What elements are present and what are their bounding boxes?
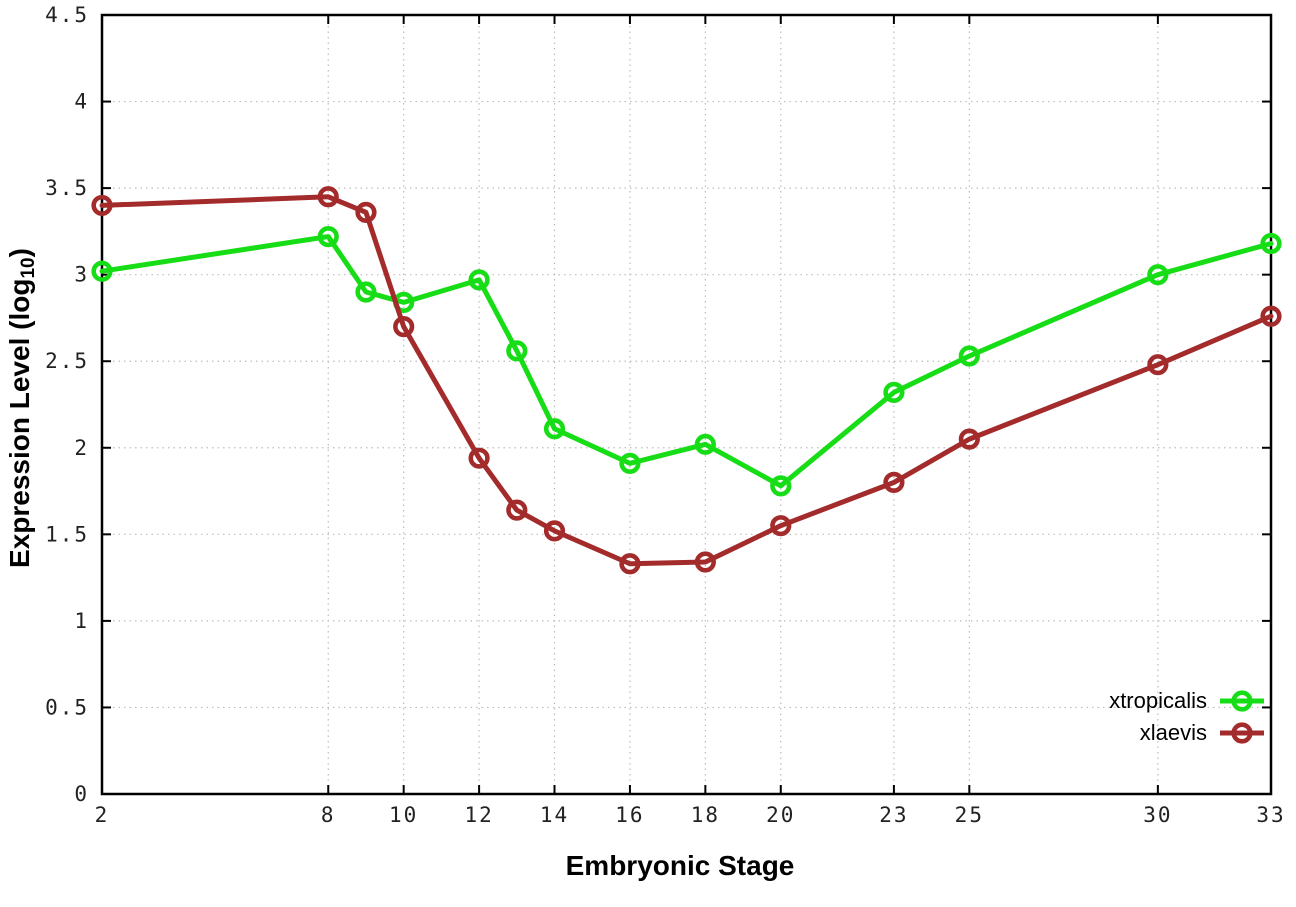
data-point-xlaevis (91, 194, 113, 217)
data-point-xlaevis (1147, 354, 1169, 376)
legend-entry-xtropicalis: xtropicalis (1109, 685, 1266, 717)
y-tick-label: 3 (74, 263, 89, 287)
data-point-xtropicalis (506, 340, 528, 362)
y-tick-label: 1 (74, 609, 89, 633)
data-point-xtropicalis (1147, 264, 1169, 286)
data-point-xlaevis (958, 428, 980, 450)
x-tick-label: 23 (879, 803, 908, 827)
y-axis-title-close: ) (4, 248, 35, 258)
legend-label: xlaevis (1139, 720, 1207, 745)
y-tick-label: 1.5 (45, 522, 89, 546)
x-tick-label: 33 (1256, 803, 1285, 827)
data-point-xlaevis (770, 515, 792, 537)
data-point-xlaevis (694, 551, 716, 573)
x-tick-label: 16 (615, 803, 644, 827)
data-point-xlaevis (543, 520, 566, 542)
data-point-xlaevis (317, 186, 339, 208)
x-tick-label: 25 (955, 803, 984, 827)
x-tick-label: 18 (691, 803, 720, 827)
x-tick-label: 8 (321, 803, 336, 827)
data-point-xtropicalis (355, 281, 377, 303)
x-tick-label: 30 (1143, 803, 1172, 827)
x-tick-label: 12 (464, 803, 493, 827)
legend-marker-icon (1220, 690, 1264, 712)
y-axis-title: Expression Level (log10) (4, 158, 40, 658)
data-point-xtropicalis (317, 225, 339, 248)
data-point-xtropicalis (543, 418, 566, 440)
x-tick-label: 14 (540, 803, 569, 827)
data-point-xlaevis (506, 499, 528, 521)
legend-marker-icon (1220, 722, 1264, 744)
y-axis-title-subscript: 10 (17, 257, 39, 279)
legend-label: xtropicalis (1109, 688, 1207, 713)
y-tick-label: 0 (74, 782, 89, 806)
data-point-xtropicalis (694, 433, 716, 455)
y-tick-label: 4 (74, 90, 89, 114)
data-point-xlaevis (619, 553, 641, 575)
data-point-xlaevis (393, 316, 415, 338)
x-tick-label: 10 (389, 803, 418, 827)
data-point-xlaevis (1260, 305, 1282, 327)
data-point-xlaevis (468, 447, 490, 469)
data-point-xtropicalis (1260, 232, 1282, 255)
y-tick-label: 2 (74, 436, 89, 460)
data-point-xtropicalis (468, 269, 490, 291)
data-point-xtropicalis (619, 452, 641, 474)
y-tick-label: 2.5 (45, 349, 89, 373)
x-tick-label: 2 (95, 803, 110, 827)
y-tick-label: 4.5 (45, 3, 89, 27)
x-axis-title: Embryonic Stage (565, 850, 795, 881)
data-point-xtropicalis (958, 345, 980, 367)
y-tick-label: 3.5 (45, 176, 89, 200)
legend: xtropicalis xlaevis (1109, 685, 1266, 749)
y-tick-label: 0.5 (45, 695, 89, 719)
data-point-xtropicalis (770, 475, 792, 497)
series-line-xlaevis (99, 194, 1274, 567)
data-point-xlaevis (883, 471, 905, 494)
data-point-xlaevis (355, 201, 377, 223)
legend-entry-xlaevis: xlaevis (1109, 717, 1266, 749)
x-tick-label: 20 (766, 803, 795, 827)
data-point-xtropicalis (883, 381, 905, 403)
plot-border (100, 13, 1273, 796)
data-point-xtropicalis (91, 260, 113, 282)
y-axis-title-text: Expression Level (log (4, 278, 35, 568)
